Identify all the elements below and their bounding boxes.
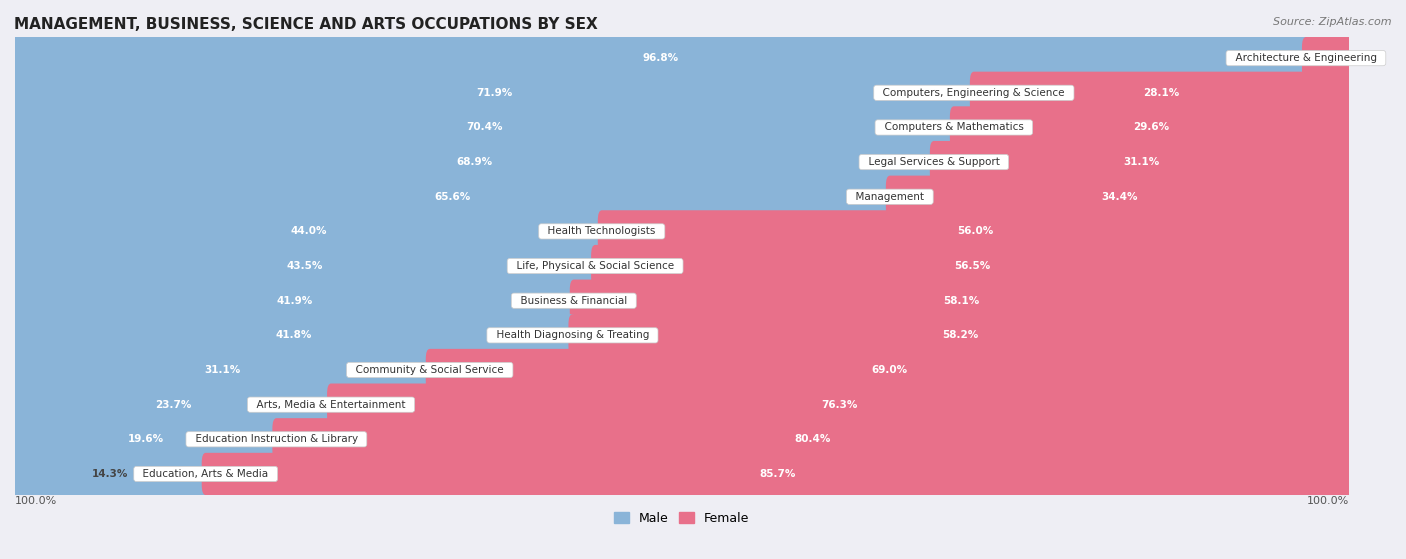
FancyBboxPatch shape bbox=[929, 141, 1353, 183]
Text: 71.9%: 71.9% bbox=[477, 88, 513, 98]
Text: 28.1%: 28.1% bbox=[1143, 88, 1180, 98]
Text: 69.0%: 69.0% bbox=[872, 365, 908, 375]
FancyBboxPatch shape bbox=[886, 176, 1353, 218]
FancyBboxPatch shape bbox=[1302, 37, 1353, 79]
FancyBboxPatch shape bbox=[591, 245, 1353, 287]
Text: 43.5%: 43.5% bbox=[287, 261, 323, 271]
FancyBboxPatch shape bbox=[11, 72, 977, 114]
Text: 31.1%: 31.1% bbox=[204, 365, 240, 375]
Text: 80.4%: 80.4% bbox=[794, 434, 831, 444]
Text: 56.5%: 56.5% bbox=[953, 261, 990, 271]
FancyBboxPatch shape bbox=[8, 405, 1355, 474]
FancyBboxPatch shape bbox=[8, 58, 1355, 127]
FancyBboxPatch shape bbox=[201, 453, 1353, 495]
Text: Architecture & Engineering: Architecture & Engineering bbox=[1229, 53, 1384, 63]
Text: 31.1%: 31.1% bbox=[1123, 157, 1160, 167]
Text: Source: ZipAtlas.com: Source: ZipAtlas.com bbox=[1274, 17, 1392, 27]
Text: 100.0%: 100.0% bbox=[15, 496, 58, 506]
Text: 44.0%: 44.0% bbox=[290, 226, 326, 236]
Text: 34.4%: 34.4% bbox=[1101, 192, 1137, 202]
Text: 58.1%: 58.1% bbox=[943, 296, 980, 306]
FancyBboxPatch shape bbox=[970, 72, 1353, 114]
Text: 96.8%: 96.8% bbox=[643, 53, 679, 63]
FancyBboxPatch shape bbox=[11, 314, 576, 357]
Legend: Male, Female: Male, Female bbox=[609, 506, 755, 530]
FancyBboxPatch shape bbox=[11, 141, 938, 183]
FancyBboxPatch shape bbox=[569, 280, 1353, 322]
Text: Business & Financial: Business & Financial bbox=[515, 296, 634, 306]
FancyBboxPatch shape bbox=[8, 301, 1355, 370]
Text: 58.2%: 58.2% bbox=[942, 330, 979, 340]
FancyBboxPatch shape bbox=[273, 418, 1353, 461]
FancyBboxPatch shape bbox=[8, 162, 1355, 231]
FancyBboxPatch shape bbox=[328, 383, 1353, 426]
Text: 3.2%: 3.2% bbox=[1313, 53, 1341, 63]
FancyBboxPatch shape bbox=[8, 266, 1355, 335]
FancyBboxPatch shape bbox=[11, 453, 209, 495]
FancyBboxPatch shape bbox=[8, 93, 1355, 162]
Text: Education, Arts & Media: Education, Arts & Media bbox=[136, 469, 276, 479]
FancyBboxPatch shape bbox=[426, 349, 1354, 391]
Text: 100.0%: 100.0% bbox=[1306, 496, 1348, 506]
FancyBboxPatch shape bbox=[8, 127, 1355, 197]
Text: MANAGEMENT, BUSINESS, SCIENCE AND ARTS OCCUPATIONS BY SEX: MANAGEMENT, BUSINESS, SCIENCE AND ARTS O… bbox=[14, 17, 598, 32]
Text: Education Instruction & Library: Education Instruction & Library bbox=[188, 434, 364, 444]
FancyBboxPatch shape bbox=[11, 37, 1310, 79]
Text: Health Technologists: Health Technologists bbox=[541, 226, 662, 236]
Text: 23.7%: 23.7% bbox=[155, 400, 191, 410]
Text: 19.6%: 19.6% bbox=[128, 434, 163, 444]
FancyBboxPatch shape bbox=[11, 106, 957, 149]
Text: 70.4%: 70.4% bbox=[467, 122, 503, 132]
FancyBboxPatch shape bbox=[11, 418, 280, 461]
FancyBboxPatch shape bbox=[8, 231, 1355, 301]
Text: Life, Physical & Social Science: Life, Physical & Social Science bbox=[510, 261, 681, 271]
FancyBboxPatch shape bbox=[11, 280, 578, 322]
Text: 68.9%: 68.9% bbox=[457, 157, 492, 167]
FancyBboxPatch shape bbox=[8, 335, 1355, 405]
Text: 41.9%: 41.9% bbox=[276, 296, 312, 306]
Text: 29.6%: 29.6% bbox=[1133, 122, 1170, 132]
Text: 41.8%: 41.8% bbox=[276, 330, 312, 340]
FancyBboxPatch shape bbox=[8, 23, 1355, 93]
FancyBboxPatch shape bbox=[11, 210, 606, 253]
Text: Computers, Engineering & Science: Computers, Engineering & Science bbox=[876, 88, 1071, 98]
FancyBboxPatch shape bbox=[598, 210, 1353, 253]
FancyBboxPatch shape bbox=[11, 383, 335, 426]
FancyBboxPatch shape bbox=[8, 439, 1355, 509]
Text: Management: Management bbox=[849, 192, 931, 202]
FancyBboxPatch shape bbox=[11, 349, 434, 391]
FancyBboxPatch shape bbox=[8, 197, 1355, 266]
FancyBboxPatch shape bbox=[8, 370, 1355, 439]
FancyBboxPatch shape bbox=[11, 245, 599, 287]
Text: 65.6%: 65.6% bbox=[434, 192, 471, 202]
FancyBboxPatch shape bbox=[950, 106, 1353, 149]
Text: 14.3%: 14.3% bbox=[93, 469, 128, 479]
Text: Legal Services & Support: Legal Services & Support bbox=[862, 157, 1007, 167]
FancyBboxPatch shape bbox=[11, 176, 894, 218]
Text: Health Diagnosing & Treating: Health Diagnosing & Treating bbox=[489, 330, 655, 340]
Text: Arts, Media & Entertainment: Arts, Media & Entertainment bbox=[250, 400, 412, 410]
Text: Community & Social Service: Community & Social Service bbox=[349, 365, 510, 375]
Text: 85.7%: 85.7% bbox=[759, 469, 796, 479]
Text: Computers & Mathematics: Computers & Mathematics bbox=[877, 122, 1031, 132]
FancyBboxPatch shape bbox=[568, 314, 1353, 357]
Text: 76.3%: 76.3% bbox=[821, 400, 858, 410]
Text: 56.0%: 56.0% bbox=[957, 226, 993, 236]
